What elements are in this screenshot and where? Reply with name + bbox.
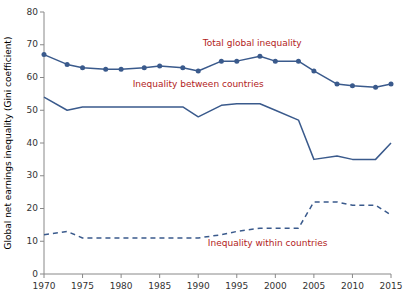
y-tick (40, 274, 44, 275)
series-point (219, 59, 224, 64)
x-tick (159, 274, 160, 278)
x-tick-label: 1985 (148, 281, 171, 291)
x-tick-label: 1990 (187, 281, 210, 291)
x-tick-label: 2005 (302, 281, 325, 291)
series-point (234, 59, 239, 64)
series-line (44, 97, 391, 159)
x-tick-label: 1975 (71, 281, 94, 291)
y-tick (40, 110, 44, 111)
x-tick (391, 274, 392, 278)
series-point (311, 68, 316, 73)
y-tick-label: 50 (27, 105, 39, 115)
series-point (142, 65, 147, 70)
x-tick-label: 1970 (33, 281, 56, 291)
y-tick-label: 80 (27, 7, 39, 17)
y-tick-label: 10 (27, 236, 39, 246)
y-tick-label: 60 (27, 72, 39, 82)
x-tick (236, 274, 237, 278)
x-tick-label: 1980 (110, 281, 133, 291)
y-tick (40, 77, 44, 78)
y-tick-label: 30 (27, 170, 39, 180)
series-point (42, 52, 47, 57)
series-point (373, 85, 378, 90)
series-point (389, 82, 394, 87)
x-tick-label: 2015 (380, 281, 403, 291)
y-tick-label: 40 (27, 138, 39, 148)
y-tick (40, 44, 44, 45)
y-axis-label: Global net earnings inequality (Gini coe… (3, 37, 13, 250)
x-tick (275, 274, 276, 278)
series-point (80, 65, 85, 70)
y-tick-label: 0 (32, 269, 38, 279)
series-point (273, 59, 278, 64)
annotation: Total global inequality (202, 38, 302, 48)
y-tick-label: 70 (27, 39, 39, 49)
series-point (257, 54, 262, 59)
series-point (103, 67, 108, 72)
y-axis: 0 10 20 30 40 50 60 70 80 (27, 7, 44, 279)
series-point (196, 68, 201, 73)
series-line (44, 202, 391, 238)
annotation: Inequality within countries (208, 238, 328, 248)
series-point (180, 65, 185, 70)
x-tick-label: 2000 (264, 281, 287, 291)
x-tick (121, 274, 122, 278)
annotations: Total global inequality Inequality betwee… (133, 38, 328, 248)
x-tick-label: 1995 (225, 281, 248, 291)
chart: 0 10 20 30 40 50 60 70 80 1970 1975 1980 1985 1990 199… (0, 0, 407, 300)
y-tick (40, 208, 44, 209)
annotation: Inequality between countries (133, 79, 264, 89)
series-point (157, 64, 162, 69)
y-tick (40, 12, 44, 13)
series-point (65, 62, 70, 67)
series-point (350, 83, 355, 88)
x-tick (313, 274, 314, 278)
plot-area (42, 52, 394, 238)
x-tick (352, 274, 353, 278)
series-point (119, 67, 124, 72)
y-tick (40, 175, 44, 176)
y-tick (40, 241, 44, 242)
x-axis: 1970 1975 1980 1985 1990 1995 2000 2005 2010 2015 (33, 274, 403, 291)
y-tick (40, 143, 44, 144)
x-tick (82, 274, 83, 278)
x-tick (198, 274, 199, 278)
series-point (296, 59, 301, 64)
y-tick-label: 20 (27, 203, 39, 213)
x-tick (44, 274, 45, 278)
x-tick-label: 2010 (341, 281, 364, 291)
series-point (335, 82, 340, 87)
x-axis-line (44, 274, 391, 275)
